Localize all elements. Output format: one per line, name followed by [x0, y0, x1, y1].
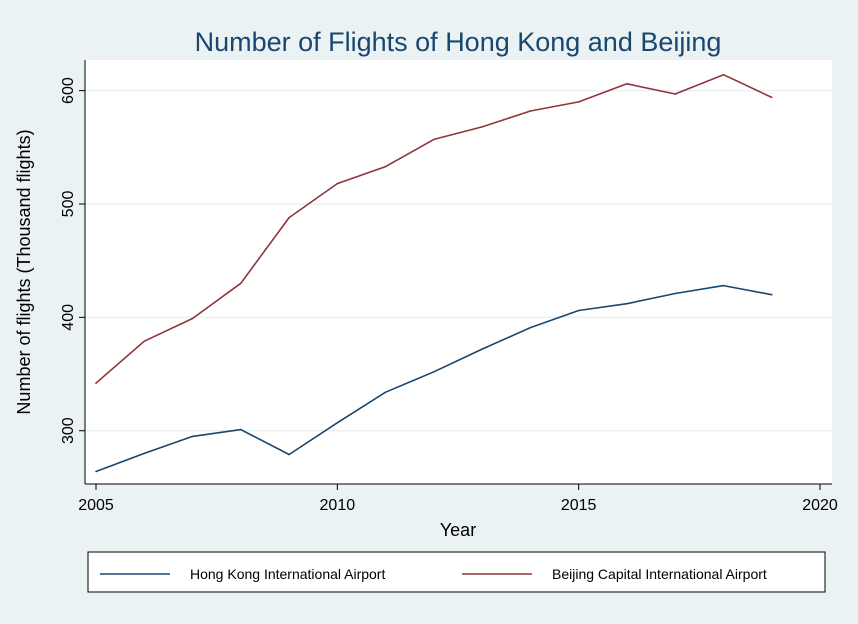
data-point: [577, 309, 580, 312]
data-point: [288, 216, 290, 219]
data-point: [384, 391, 387, 393]
data-point: [384, 165, 387, 168]
data-point: [336, 421, 339, 424]
data-point: [336, 182, 339, 185]
data-point: [770, 293, 773, 296]
data-point: [95, 382, 97, 384]
data-point: [674, 292, 676, 295]
data-point: [143, 452, 146, 455]
data-point: [240, 282, 242, 285]
legend: Hong Kong International Airport Beijing …: [87, 551, 826, 593]
chart-title: Number of Flights of Hong Kong and Beiji…: [195, 27, 722, 57]
plot-area: [85, 60, 832, 484]
data-point: [288, 453, 290, 456]
data-point: [529, 110, 532, 112]
x-tick-label: 2010: [320, 497, 356, 514]
x-axis-ticks: 2005 2010 2015 2020: [78, 484, 838, 514]
y-tick-label: 500: [60, 191, 77, 218]
y-axis-title: Number of flights (Thousand flights): [14, 129, 34, 414]
data-point: [722, 284, 725, 287]
legend-box: [87, 551, 826, 593]
data-point: [95, 470, 97, 473]
y-tick-label: 400: [60, 304, 77, 331]
legend-label-hong-kong: Hong Kong International Airport: [190, 566, 385, 582]
data-point: [481, 348, 483, 350]
data-point: [770, 96, 773, 99]
gridlines: [85, 89, 832, 432]
data-point: [191, 435, 194, 438]
data-point: [626, 302, 628, 305]
data-point: [433, 370, 435, 373]
x-tick-label: 2005: [78, 497, 114, 514]
y-tick-label: 300: [60, 417, 77, 444]
series-lines: [95, 73, 773, 473]
x-tick-label: 2020: [802, 497, 838, 514]
legend-label-beijing: Beijing Capital International Airport: [552, 566, 767, 582]
data-point: [481, 126, 483, 128]
data-point: [143, 340, 146, 342]
data-point: [191, 317, 194, 320]
data-point: [240, 428, 242, 431]
data-point: [529, 326, 532, 329]
data-point: [577, 101, 580, 103]
data-point: [626, 83, 628, 85]
data-point: [433, 138, 435, 141]
x-tick-label: 2015: [561, 497, 597, 514]
x-axis-title: Year: [440, 520, 476, 540]
data-point: [674, 93, 676, 95]
data-point: [722, 73, 725, 76]
y-tick-label: 600: [60, 77, 77, 104]
y-axis-ticks: 300 400 500 600: [60, 77, 85, 444]
